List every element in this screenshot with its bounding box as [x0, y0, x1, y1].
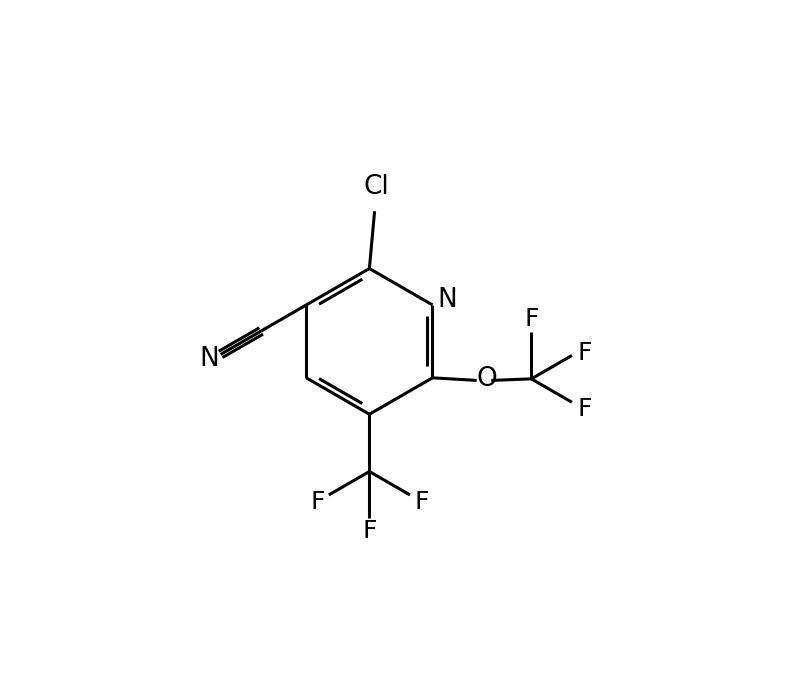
Text: Cl: Cl	[363, 174, 389, 200]
Text: F: F	[363, 519, 377, 543]
Text: N: N	[200, 345, 219, 372]
Text: F: F	[577, 397, 592, 420]
Text: F: F	[525, 307, 539, 331]
Text: F: F	[577, 341, 592, 365]
Text: F: F	[414, 490, 428, 514]
Text: F: F	[310, 490, 325, 514]
Text: O: O	[476, 366, 497, 392]
Text: N: N	[437, 287, 457, 313]
